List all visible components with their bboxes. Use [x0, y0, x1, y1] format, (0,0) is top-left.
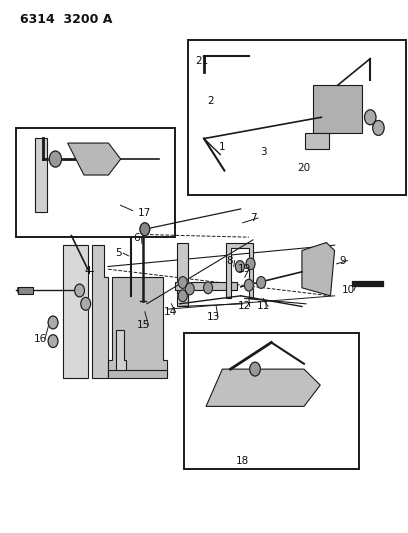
Text: 12: 12 — [238, 302, 251, 311]
Circle shape — [257, 277, 266, 288]
Text: 13: 13 — [206, 312, 220, 321]
Text: 6: 6 — [133, 233, 140, 243]
Text: 17: 17 — [138, 208, 151, 218]
Circle shape — [49, 151, 62, 167]
Polygon shape — [68, 143, 121, 175]
Bar — [188, 40, 406, 195]
Text: 9: 9 — [339, 256, 346, 265]
Circle shape — [244, 279, 253, 291]
Text: 11: 11 — [257, 302, 270, 311]
Polygon shape — [175, 282, 237, 290]
Text: 18: 18 — [236, 456, 249, 466]
Text: 3: 3 — [260, 147, 266, 157]
Circle shape — [373, 120, 384, 135]
Text: 4: 4 — [84, 266, 91, 276]
Circle shape — [81, 297, 91, 310]
Circle shape — [235, 261, 244, 272]
Text: 8: 8 — [226, 256, 233, 265]
Circle shape — [204, 282, 213, 294]
Circle shape — [365, 110, 376, 125]
Circle shape — [178, 277, 187, 288]
Circle shape — [48, 316, 58, 329]
Polygon shape — [206, 369, 320, 406]
Text: 16: 16 — [33, 334, 47, 344]
Polygon shape — [305, 133, 330, 149]
Polygon shape — [110, 330, 126, 376]
Polygon shape — [302, 243, 335, 296]
Circle shape — [246, 258, 255, 270]
Polygon shape — [116, 277, 161, 376]
Polygon shape — [226, 243, 253, 298]
Text: 15: 15 — [137, 320, 150, 330]
Polygon shape — [18, 287, 33, 294]
Text: 10: 10 — [342, 286, 355, 295]
Text: 19: 19 — [237, 264, 251, 274]
Circle shape — [75, 284, 84, 297]
Circle shape — [48, 335, 58, 348]
Polygon shape — [108, 370, 167, 378]
Text: 14: 14 — [164, 307, 177, 317]
Text: 7: 7 — [250, 213, 256, 223]
Polygon shape — [108, 277, 167, 376]
Text: 6314  3200 A: 6314 3200 A — [20, 13, 113, 26]
Polygon shape — [313, 85, 362, 133]
Circle shape — [140, 223, 150, 236]
Text: 2: 2 — [207, 96, 213, 106]
Circle shape — [250, 362, 260, 376]
Bar — [184, 333, 359, 469]
Text: 1: 1 — [219, 142, 226, 151]
Circle shape — [185, 283, 194, 295]
Text: 20: 20 — [297, 163, 310, 173]
Circle shape — [178, 290, 187, 302]
Text: 5: 5 — [115, 248, 122, 258]
Polygon shape — [35, 138, 47, 212]
Text: 21: 21 — [195, 56, 208, 66]
Polygon shape — [63, 245, 88, 378]
Polygon shape — [177, 243, 188, 306]
Polygon shape — [92, 245, 108, 378]
Bar — [16, 128, 175, 237]
